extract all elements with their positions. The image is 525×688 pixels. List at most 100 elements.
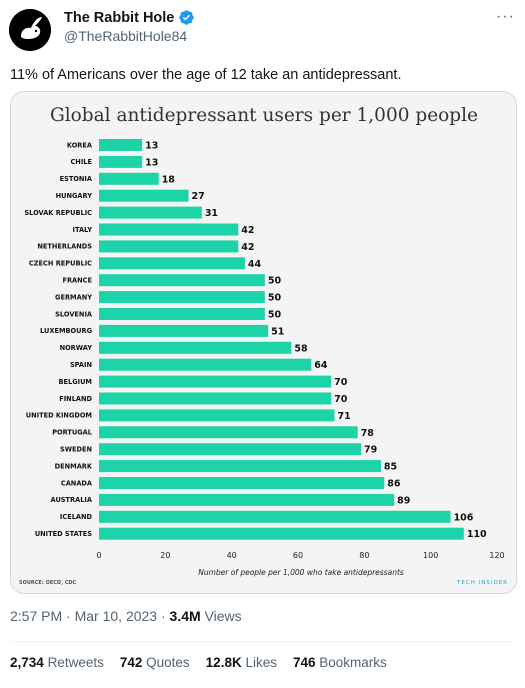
views-count: 3.4M: [169, 608, 201, 624]
category-label: ESTONIA: [60, 175, 93, 183]
time-separator: ·: [66, 608, 71, 624]
category-label: SLOVAK REPUBLIC: [24, 209, 92, 217]
tech-insider-logo: TECH INSIDER: [456, 580, 508, 586]
category-label: CHILE: [70, 158, 92, 166]
x-tick-label: 20: [160, 551, 170, 560]
avatar[interactable]: [9, 9, 51, 51]
bar-value-label: 79: [364, 445, 377, 456]
bar: [99, 409, 335, 422]
views-separator: ·: [160, 608, 166, 624]
category-label: CZECH REPUBLIC: [29, 260, 92, 268]
category-label: CANADA: [61, 479, 93, 487]
bar-value-label: 71: [337, 411, 350, 422]
antidepressant-bar-chart: Global antidepressant users per 1,000 pe…: [19, 105, 508, 586]
category-label: PORTUGAL: [52, 429, 93, 437]
category-label: HUNGARY: [56, 192, 93, 200]
x-tick-label: 40: [227, 551, 237, 560]
divider-top: [10, 641, 515, 642]
category-label: NETHERLANDS: [37, 243, 92, 251]
bar: [99, 257, 245, 270]
engagement-stats: 2,734 Retweets 742 Quotes 12.8K Likes 74…: [10, 655, 403, 670]
bookmarks-label: Bookmarks: [319, 655, 387, 670]
bar-value-label: 50: [268, 310, 282, 321]
category-label: SPAIN: [70, 361, 92, 369]
quotes-label: Quotes: [146, 655, 190, 670]
category-label: AUSTRALIA: [51, 496, 93, 504]
category-label: FRANCE: [62, 277, 92, 285]
bar-value-label: 18: [162, 174, 176, 185]
bar: [99, 223, 239, 236]
bar: [99, 189, 189, 202]
category-label: BELGIUM: [58, 378, 92, 386]
bar: [99, 527, 464, 540]
retweets-stat[interactable]: 2,734 Retweets: [10, 655, 104, 670]
likes-label: Likes: [245, 655, 277, 670]
category-label: KOREA: [67, 141, 93, 149]
tweet-text: 11% of Americans over the age of 12 take…: [10, 67, 402, 83]
bars-group: KOREA 13 CHILE 13 ESTONIA 18 HUNGARY 27 SLOVAK R…: [24, 139, 487, 540]
retweets-label: Retweets: [47, 655, 104, 670]
x-tick-label: 60: [293, 551, 303, 560]
quotes-stat[interactable]: 742 Quotes: [120, 655, 190, 670]
category-label: UNITED STATES: [35, 530, 92, 538]
bar: [99, 375, 332, 388]
author-handle[interactable]: @TheRabbitHole84: [64, 28, 188, 44]
bar-value-label: 89: [397, 495, 410, 506]
category-label: SWEDEN: [60, 446, 92, 454]
tweet-timestamp: 2:57 PM · Mar 10, 2023 · 3.4M Views: [10, 608, 242, 624]
bar: [99, 291, 265, 304]
bar-value-label: 78: [361, 428, 375, 439]
x-tick-label: 0: [96, 551, 101, 560]
bookmarks-count: 746: [292, 655, 316, 670]
category-label: UNITED KINGDOM: [26, 412, 92, 420]
bar-value-label: 64: [314, 360, 328, 371]
x-tick-label: 80: [359, 551, 369, 560]
category-label: ICELAND: [60, 513, 93, 521]
x-axis-ticks: 0 20 40 60 80 100 120: [96, 551, 504, 560]
more-options-icon[interactable]: ···: [496, 8, 515, 25]
bar: [99, 358, 312, 371]
bar: [99, 510, 451, 523]
tweet-time[interactable]: 2:57 PM: [10, 608, 63, 624]
bar: [99, 172, 159, 185]
quotes-count: 742: [119, 655, 143, 670]
bar: [99, 206, 202, 219]
chart-source: SOURCE: OECD, CDC: [19, 580, 77, 586]
bar-value-label: 70: [334, 394, 348, 405]
category-label: LUXEMBOURG: [40, 327, 92, 335]
bookmarks-stat[interactable]: 746 Bookmarks: [293, 655, 387, 670]
bar: [99, 426, 358, 439]
bar-value-label: 42: [241, 225, 254, 236]
bar: [99, 443, 362, 456]
bar-value-label: 86: [387, 479, 401, 490]
category-label: GERMANY: [55, 293, 92, 301]
bar-value-label: 58: [294, 343, 308, 354]
bar-value-label: 42: [241, 242, 254, 253]
bar: [99, 308, 265, 320]
likes-count: 12.8K: [205, 655, 242, 670]
bar-value-label: 13: [145, 157, 158, 168]
category-label: NORWAY: [60, 344, 93, 352]
bar-value-label: 70: [334, 377, 348, 388]
category-label: FINLAND: [59, 395, 92, 403]
retweets-count: 2,734: [10, 655, 44, 670]
bar-value-label: 110: [467, 529, 487, 540]
bar: [99, 493, 395, 506]
category-label: SLOVENIA: [55, 310, 93, 318]
tweet-date[interactable]: Mar 10, 2023: [74, 608, 158, 624]
views-label: Views: [204, 608, 242, 624]
author-name-row[interactable]: The Rabbit Hole: [64, 9, 195, 26]
likes-stat[interactable]: 12.8K Likes: [206, 655, 277, 670]
x-axis-label: Number of people per 1,000 who take anti…: [198, 568, 404, 577]
bar: [99, 460, 381, 473]
tweet-media-chart[interactable]: Global antidepressant users per 1,000 pe…: [10, 91, 517, 594]
author-name[interactable]: The Rabbit Hole: [64, 9, 175, 26]
bar: [99, 392, 332, 405]
bar-value-label: 106: [454, 512, 474, 523]
bar-value-label: 50: [268, 276, 282, 287]
category-label: ITALY: [73, 226, 93, 234]
bar: [99, 139, 143, 151]
bar: [99, 274, 265, 287]
bar-value-label: 51: [271, 326, 284, 337]
category-label: DENMARK: [55, 462, 93, 470]
